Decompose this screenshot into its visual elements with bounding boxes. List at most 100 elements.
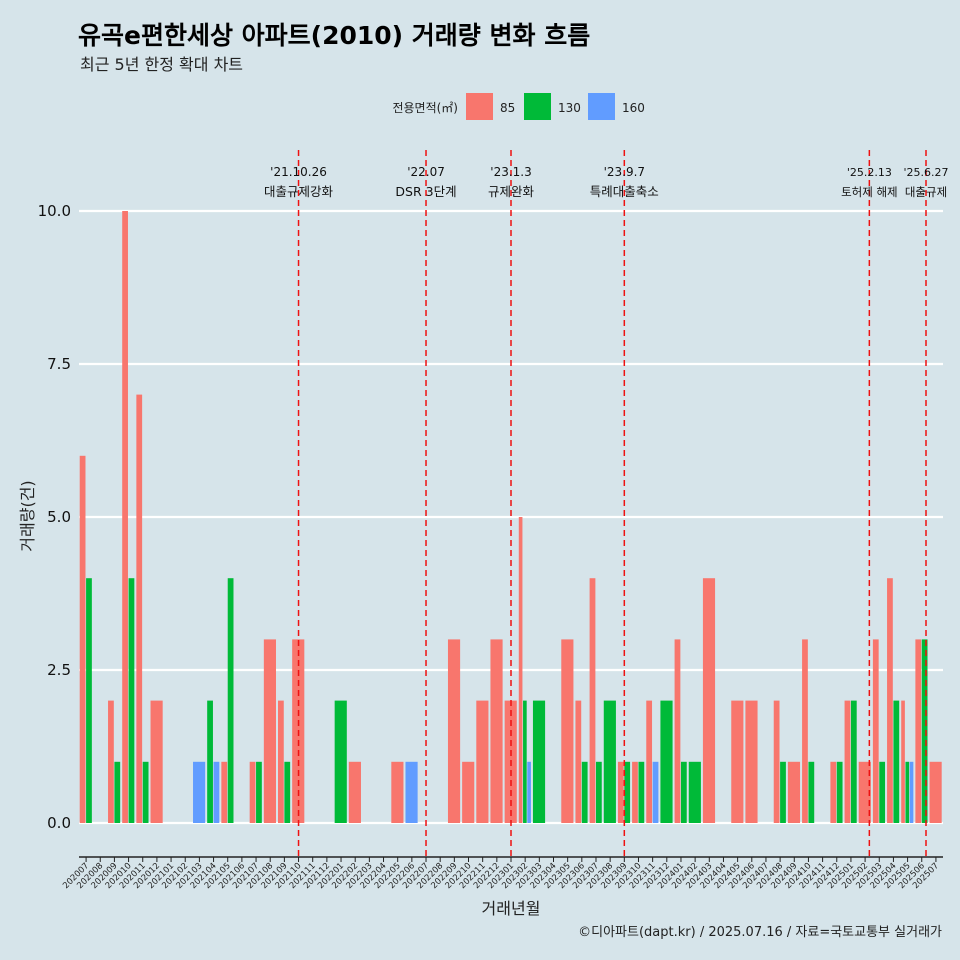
annotations: '21.10.26 대출규제강화 '22.07 DSR 3단계 '23.1.3 규제완화 '… — [264, 150, 949, 857]
bar-202410-130 — [808, 761, 815, 823]
bar-202306-85 — [575, 700, 582, 823]
event-date-2: '23.1.3 — [490, 165, 531, 179]
bar-202011-85 — [136, 394, 143, 823]
bar-202206-160 — [405, 761, 418, 823]
legend-label-85: 85 — [500, 101, 515, 115]
bar-202402-130 — [688, 761, 701, 823]
y-tick-label: 0.0 — [47, 814, 71, 832]
bar-202107-130 — [256, 761, 262, 823]
y-tick-label: 10.0 — [38, 202, 71, 220]
bar-202504-130 — [893, 700, 900, 823]
bar-202307-130 — [595, 761, 602, 823]
chart-title: 유곡e편한세상 아파트(2010) 거래량 변화 흐름 — [78, 21, 590, 50]
bar-202501-130 — [850, 700, 857, 823]
event-label-0: 대출규제강화 — [264, 184, 334, 199]
bar-202105-85 — [221, 761, 228, 823]
bar-202011-130 — [142, 761, 149, 823]
bar-202012-85 — [150, 700, 163, 823]
event-date-5: '25.6.27 — [903, 166, 948, 179]
bar-202202-85 — [348, 761, 361, 823]
bar-202302-85 — [518, 517, 523, 823]
bar-202306-130 — [581, 761, 588, 823]
bar-202109-130 — [284, 761, 291, 823]
bar-202311-85 — [646, 700, 653, 823]
bar-202403-85 — [702, 578, 716, 823]
legend-swatch-85 — [466, 93, 493, 120]
bar-202408-85 — [773, 700, 780, 823]
bar-202302-130 — [523, 700, 527, 823]
bar-202010-130 — [128, 578, 135, 823]
bar-202310-130 — [638, 761, 645, 823]
x-axis-label: 거래년월 — [482, 899, 541, 918]
bar-202501-85 — [844, 700, 851, 823]
bar-202410-85 — [802, 639, 808, 823]
bar-202401-130 — [680, 761, 687, 823]
bar-202104-160 — [213, 761, 220, 823]
event-label-1: DSR 3단계 — [395, 184, 456, 199]
bar-202103-160 — [193, 761, 206, 823]
y-axis-label: 거래량(건) — [18, 480, 37, 551]
event-label-4: 토허제 해제 — [841, 185, 898, 199]
bar-202209-85 — [447, 639, 461, 823]
event-label-2: 규제완화 — [488, 184, 535, 199]
bar-202312-130 — [660, 700, 673, 823]
bar-202503-85 — [872, 639, 879, 823]
bar-202311-160 — [652, 761, 659, 823]
bar-202401-85 — [674, 639, 681, 823]
legend-title: 전용면적(㎡) — [392, 101, 458, 115]
event-date-3: '23.9.7 — [604, 165, 645, 179]
caption: ©디아파트(dapt.kr) / 2025.07.16 / 자료=국토교통부 실… — [578, 925, 942, 940]
bar-202412-130 — [836, 761, 843, 823]
y-axis: 0.0 2.5 5.0 7.5 10.0 — [38, 202, 71, 832]
legend-label-160: 160 — [622, 101, 645, 115]
bar-202108-85 — [263, 639, 276, 823]
bar-202007-130 — [86, 578, 92, 823]
x-axis: 2020072020082020092020102020112020122021… — [61, 856, 943, 891]
bar-202406-85 — [745, 700, 758, 823]
event-date-0: '21.10.26 — [270, 165, 327, 179]
bar-202212-85 — [490, 639, 503, 823]
bar-202505-160 — [909, 761, 914, 823]
bar-202010-85 — [122, 211, 128, 823]
bar-202504-85 — [887, 578, 893, 823]
bar-202104-130 — [207, 700, 213, 823]
y-tick-label: 7.5 — [47, 355, 71, 373]
bar-202412-85 — [830, 761, 837, 823]
bar-202507-85 — [929, 761, 942, 823]
bar-202503-130 — [879, 761, 886, 823]
event-label-5: 대출규제 — [905, 185, 947, 199]
bar-202201-130 — [334, 700, 347, 823]
bar-202109-85 — [278, 700, 284, 823]
bar-202302-160 — [527, 761, 531, 823]
chart-subtitle: 최근 5년 한정 확대 차트 — [80, 55, 243, 74]
bar-202405-85 — [731, 700, 744, 823]
bar-202007-85 — [79, 455, 86, 823]
bars — [79, 211, 942, 823]
y-tick-label: 2.5 — [47, 661, 71, 679]
event-label-3: 특례대출축소 — [590, 184, 659, 199]
bar-202408-130 — [780, 761, 786, 823]
bar-202107-85 — [249, 761, 256, 823]
bar-202502-85 — [858, 761, 871, 823]
bar-202309-130 — [624, 761, 631, 823]
legend-swatch-160 — [588, 93, 615, 120]
bar-202211-85 — [476, 700, 489, 823]
bar-202210-85 — [462, 761, 475, 823]
bar-202307-85 — [589, 578, 596, 823]
bar-202009-130 — [114, 761, 121, 823]
bar-202409-85 — [787, 761, 801, 823]
bar-202305-85 — [561, 639, 574, 823]
bar-202009-85 — [108, 700, 114, 823]
event-date-4: '25.2.13 — [847, 166, 892, 179]
bar-202309-85 — [617, 761, 624, 823]
bar-202310-85 — [632, 761, 638, 823]
bar-202505-85 — [901, 700, 905, 823]
legend: 전용면적(㎡) 85 130 160 — [392, 93, 645, 120]
event-date-1: '22.07 — [407, 165, 445, 179]
bar-202105-130 — [227, 578, 234, 823]
bar-202308-130 — [603, 700, 616, 823]
bar-202506-130 — [921, 639, 928, 823]
legend-swatch-130 — [524, 93, 551, 120]
legend-label-130: 130 — [558, 101, 581, 115]
